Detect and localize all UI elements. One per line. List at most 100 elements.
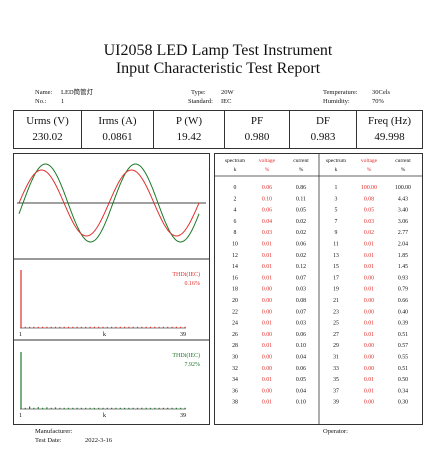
table-cell-current-pct: 3.06 (398, 219, 408, 225)
table-cell-spectrum-k: 7 (335, 219, 338, 225)
header-voltage-pct-unit: % (367, 167, 372, 173)
table-cell-voltage-pct: 0.03 (364, 219, 374, 225)
table-cell-spectrum-k: 6 (234, 219, 237, 225)
table-cell-spectrum-k: 31 (333, 355, 339, 361)
name-label: Name: (35, 89, 53, 96)
header-current-pct-unit: % (299, 167, 304, 173)
current-harmonic-bar-22 (111, 407, 113, 409)
table-cell-spectrum-k: 4 (234, 208, 237, 214)
current-harmonic-bar-21 (106, 407, 108, 409)
voltage-harmonic-bar-21 (106, 326, 108, 328)
df-label: DF (315, 115, 331, 127)
voltage-harmonic-bar-31 (149, 326, 152, 328)
current-harmonic-bar-5 (37, 407, 39, 409)
current-harmonic-bar-19 (98, 407, 100, 409)
voltage-harmonic-bar-11 (63, 326, 65, 328)
table-cell-voltage-pct: 0.01 (262, 253, 272, 259)
table-cell-spectrum-k: 39 (333, 400, 339, 406)
table-cell-voltage-pct: 0.00 (364, 298, 374, 304)
voltage-harmonic-bar-8 (50, 326, 52, 328)
table-cell-spectrum-k: 34 (232, 377, 238, 383)
table-cell-voltage-pct: 0.00 (262, 388, 272, 394)
table-cell-spectrum-k: 14 (232, 264, 238, 270)
harmonic-table: spectrum k voltage% current% spectrum k voltag… (214, 153, 423, 425)
current-harmonic-bar-28 (136, 407, 139, 409)
freq-cell: Freq (Hz) 49.998 (357, 111, 422, 148)
voltage-harmonic-bar-26 (128, 326, 130, 328)
header-voltage-pct-label: voltage (259, 158, 276, 164)
power-value: 19.42 (176, 131, 202, 143)
table-cell-spectrum-k: 36 (232, 388, 238, 394)
current-harmonic-bar-1 (20, 352, 22, 409)
current-harmonic-bar-39 (184, 407, 186, 409)
voltage-axis-start: 1 (19, 332, 22, 338)
current-axis-start: 1 (19, 413, 22, 419)
table-cell-voltage-pct: 0.01 (262, 400, 272, 406)
table-cell-voltage-pct: 0.02 (364, 230, 374, 236)
header-spectrum-k-unit: k (335, 167, 338, 173)
table-cell-spectrum-k: 26 (232, 332, 238, 338)
table-cell-spectrum-k: 21 (333, 298, 339, 304)
waveform-chart (17, 163, 206, 243)
thd-current-value: 7.92% (185, 362, 201, 368)
current-harmonic-bar-29 (141, 407, 143, 409)
freq-label: Freq (Hz) (367, 115, 412, 127)
voltage-harmonic-bar-17 (89, 326, 91, 328)
power-cell: P (W) 19.42 (154, 111, 224, 148)
table-cell-current-pct: 3.40 (398, 208, 408, 214)
table-cell-voltage-pct: 0.00 (364, 366, 374, 372)
table-cell-voltage-pct: 0.00 (364, 309, 374, 315)
table-cell-current-pct: 0.57 (398, 343, 408, 349)
voltage-harmonic-bar-35 (167, 326, 169, 328)
table-cell-current-pct: 0.40 (398, 309, 408, 315)
current-harmonic-bar-20 (102, 407, 104, 409)
table-cell-current-pct: 0.10 (296, 400, 306, 406)
table-cell-voltage-pct: 0.00 (364, 343, 374, 349)
voltage-harmonic-bar-16 (85, 326, 87, 328)
table-cell-voltage-pct: 0.01 (262, 264, 272, 270)
current-harmonic-bar-18 (93, 407, 95, 409)
table-cell-voltage-pct: 0.06 (262, 185, 272, 191)
graphs-panel: THDi(IEC) 0.16% 1 k 39 THDi(IEC) 7.92% 1… (13, 153, 210, 425)
measurement-panel: Urms (V) 230.02 Irms (A) 0.0861 P (W) 19… (13, 110, 423, 149)
voltage-harmonic-bar-32 (154, 326, 156, 328)
header-spectrum-k-label: spectrum (326, 158, 347, 164)
table-cell-spectrum-k: 17 (333, 275, 339, 281)
current-axis-mid: k (103, 413, 106, 419)
table-cell-current-pct: 0.04 (296, 355, 306, 361)
manufacturer-label: Manufacturer: (35, 428, 73, 435)
irms-label: Irms (A) (98, 115, 137, 127)
current-harmonic-bar-38 (180, 407, 182, 409)
no-value: 1 (61, 98, 65, 105)
voltage-waveform (18, 169, 200, 237)
table-cell-voltage-pct: 0.00 (262, 332, 272, 338)
table-cell-spectrum-k: 18 (232, 287, 238, 293)
temperature-label: Temperature: (323, 89, 358, 96)
standard-label: Standard: (188, 98, 213, 105)
no-label: No.: (35, 98, 47, 105)
voltage-harmonic-bar-3 (29, 326, 31, 328)
table-cell-current-pct: 0.06 (296, 332, 306, 338)
table-cell-spectrum-k: 10 (232, 242, 238, 248)
current-harmonic-bar-32 (154, 407, 156, 409)
current-harmonic-bar-16 (85, 407, 87, 409)
current-harmonic-bar-7 (46, 407, 48, 409)
voltage-harmonic-bar-9 (54, 326, 57, 328)
table-cell-voltage-pct: 0.00 (364, 400, 374, 406)
table-cell-spectrum-k: 8 (234, 230, 237, 236)
table-cell-current-pct: 2.77 (398, 230, 408, 236)
voltage-harmonic-bar-7 (46, 326, 48, 328)
table-cell-current-pct: 0.10 (296, 343, 306, 349)
type-label: Type: (191, 89, 206, 96)
report-title: UI2058 LED Lamp Test Instrument (103, 42, 333, 59)
table-cell-current-pct: 0.30 (398, 400, 408, 406)
voltage-harmonic-bar-20 (102, 326, 104, 328)
table-cell-spectrum-k: 30 (232, 355, 238, 361)
current-harmonic-chart: THDi(IEC) 7.92% 1 k 39 (19, 352, 200, 419)
table-cell-voltage-pct: 0.08 (364, 196, 374, 202)
table-cell-voltage-pct: 0.06 (262, 208, 272, 214)
table-cell-current-pct: 0.51 (398, 332, 408, 338)
table-cell-spectrum-k: 13 (333, 253, 339, 259)
table-cell-current-pct: 1.85 (398, 253, 408, 259)
table-cell-current-pct: 2.04 (398, 242, 408, 248)
